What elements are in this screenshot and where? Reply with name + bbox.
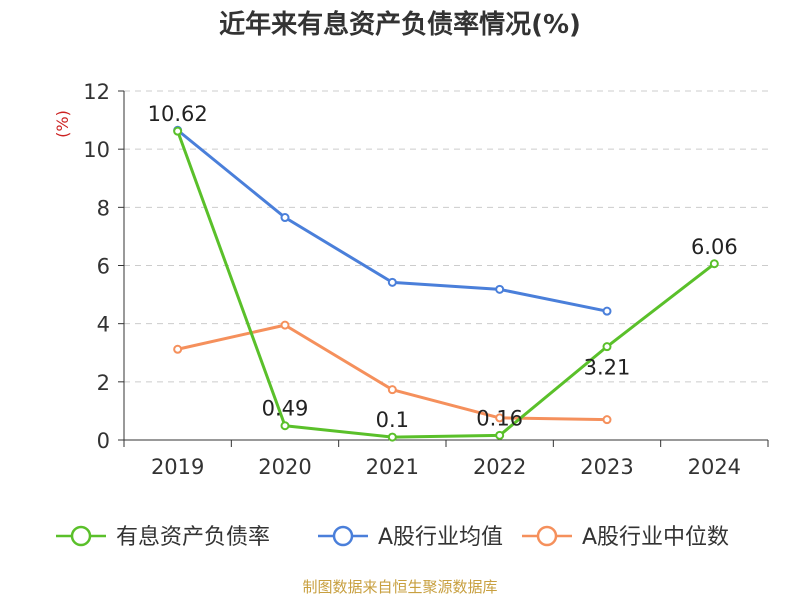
data-label-layer: 10.62 0.49 0.1 0.16 3.21 6.06	[148, 102, 738, 432]
legend-marker	[70, 525, 92, 547]
data-point	[602, 306, 612, 316]
legend-label: A股行业中位数	[582, 525, 729, 550]
data-point	[602, 342, 612, 352]
legend-label: A股行业均值	[378, 525, 503, 550]
y-axis-label: (%)	[53, 110, 72, 138]
data-label: 3.21	[584, 356, 631, 380]
x-tick-label: 2024	[688, 455, 741, 479]
x-tick-label: 2023	[580, 455, 633, 479]
legend-marker	[536, 525, 558, 547]
x-tick-label: 2022	[473, 455, 526, 479]
series-line	[177, 323, 608, 422]
x-tick-label: 2020	[258, 455, 311, 479]
axis-layer: 0 2 4 6 8 10 12 (%) 2019 2020 2021 2022 2023 2024	[53, 80, 769, 479]
y-tick-label: 4	[97, 313, 110, 337]
data-label: 10.62	[148, 102, 208, 126]
y-tick-label: 0	[97, 429, 110, 453]
data-label: 6.06	[691, 235, 738, 259]
data-point	[495, 284, 505, 294]
source-note: 制图数据来自恒生聚源数据库	[302, 578, 498, 596]
data-point	[280, 320, 290, 330]
series-line	[176, 130, 716, 439]
data-point	[280, 213, 290, 223]
y-tick-label: 2	[97, 371, 110, 395]
data-point	[709, 259, 719, 269]
x-tick-label: 2021	[366, 455, 419, 479]
data-point	[387, 277, 397, 287]
series-layer	[173, 125, 719, 442]
y-tick-label: 12	[83, 80, 110, 104]
data-label: 0.1	[376, 408, 409, 432]
y-tick-label: 10	[83, 138, 110, 162]
grid-layer	[124, 90, 768, 383]
legend: 有息资产负债率 A股行业均值 A股行业中位数	[56, 525, 729, 550]
data-point	[495, 430, 505, 440]
legend-item: A股行业中位数	[522, 525, 729, 550]
data-label: 0.16	[476, 406, 523, 430]
legend-marker	[332, 525, 354, 547]
data-point	[387, 385, 397, 395]
data-point	[387, 432, 397, 442]
x-tick-label: 2019	[151, 455, 204, 479]
y-tick-label: 6	[97, 255, 110, 279]
data-point	[173, 126, 183, 136]
legend-item: A股行业均值	[318, 525, 503, 550]
data-point	[495, 413, 505, 423]
data-point	[173, 344, 183, 354]
chart-title: 近年来有息资产负债率情况(%)	[219, 10, 581, 40]
y-tick-label: 8	[97, 196, 110, 220]
legend-label: 有息资产负债率	[116, 525, 270, 550]
data-point	[280, 421, 290, 431]
legend-item: 有息资产负债率	[56, 525, 270, 550]
data-point	[602, 415, 612, 425]
data-label: 0.49	[262, 397, 309, 421]
